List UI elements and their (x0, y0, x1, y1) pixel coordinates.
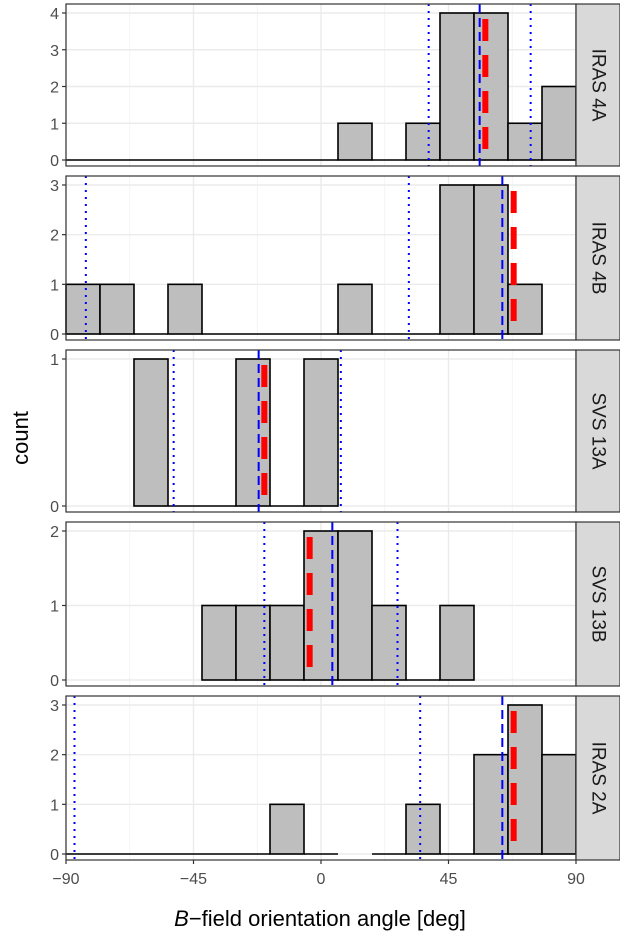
y-tick-label: 3 (50, 43, 59, 60)
x-axis: −90 −45 0 45 90 (52, 860, 585, 888)
facet-label: SVS 13A (588, 392, 609, 469)
facet-strip (575, 349, 620, 513)
panel-iras-4b: 0 1 2 3 IRAS 4B (50, 175, 620, 344)
facet-label: SVS 13B (588, 565, 609, 642)
histogram-bar (439, 12, 475, 161)
y-tick-label: 0 (50, 673, 59, 690)
histogram-bar (337, 122, 373, 161)
y-tick-label: 1 (50, 599, 59, 616)
x-axis-title: B−field orientation angle [deg] (174, 906, 466, 931)
histogram-bar (269, 604, 305, 681)
x-tick-label: −90 (52, 871, 79, 888)
histogram-bar (405, 803, 441, 855)
panel-svs-13b: 0 1 2 SVS 13B (50, 521, 620, 690)
panels-group: 0 1 2 3 4 IRAS 4A 0 1 2 3 IRAS 4B 0 1 SVS 13A 0 1 2 SVS 1… (50, 3, 620, 864)
x-axis-title-symbol: B (174, 906, 189, 931)
histogram-bar (439, 604, 475, 681)
panel-iras-4a: 0 1 2 3 4 IRAS 4A (50, 3, 620, 170)
histogram-bar (269, 803, 305, 855)
histogram-bar (337, 530, 373, 681)
facet-strip (575, 3, 620, 167)
y-tick-label: 2 (50, 748, 59, 765)
x-tick-label: 45 (440, 871, 458, 888)
facet-strip (575, 521, 620, 687)
x-tick-label: −45 (180, 871, 207, 888)
x-axis-title-text: −field orientation angle [deg] (189, 906, 466, 931)
facet-label: IRAS 4B (588, 222, 609, 295)
facet-label: IRAS 4A (588, 49, 609, 122)
histogram-bar (65, 283, 101, 335)
histogram-bar (439, 184, 475, 335)
histogram-bar (99, 283, 135, 335)
facet-strip (575, 175, 620, 341)
panel-iras-2a: 0 1 2 3 IRAS 2A (50, 695, 620, 864)
y-tick-label: 1 (50, 277, 59, 294)
histogram-bar (405, 122, 441, 161)
panel-svs-13a: 0 1 SVS 13A (50, 349, 620, 516)
y-tick-label: 4 (50, 6, 59, 23)
histogram-bar (337, 283, 373, 335)
y-tick-label: 0 (50, 153, 59, 170)
y-tick-label: 1 (50, 797, 59, 814)
y-tick-label: 1 (50, 116, 59, 133)
y-tick-label: 2 (50, 228, 59, 245)
y-tick-label: 2 (50, 80, 59, 97)
x-tick-label: 0 (317, 871, 326, 888)
y-tick-label: 0 (50, 499, 59, 516)
histogram-bar (541, 753, 577, 855)
histogram-bar (507, 122, 543, 161)
histogram-bar (371, 604, 407, 681)
y-tick-label: 1 (50, 352, 59, 369)
histogram-bar (541, 85, 577, 161)
histogram-bar (201, 604, 237, 681)
y-tick-label: 2 (50, 524, 59, 541)
facet-label: IRAS 2A (588, 742, 609, 815)
y-tick-label: 3 (50, 178, 59, 195)
x-tick-label: 90 (567, 871, 585, 888)
y-tick-label: 3 (50, 698, 59, 715)
facet-strip (575, 695, 620, 861)
y-tick-label: 0 (50, 327, 59, 344)
histogram-bar (303, 358, 339, 507)
y-tick-label: 0 (50, 847, 59, 864)
histogram-bar (133, 358, 169, 507)
histogram-bar (167, 283, 203, 335)
y-axis-title: count (8, 411, 33, 465)
